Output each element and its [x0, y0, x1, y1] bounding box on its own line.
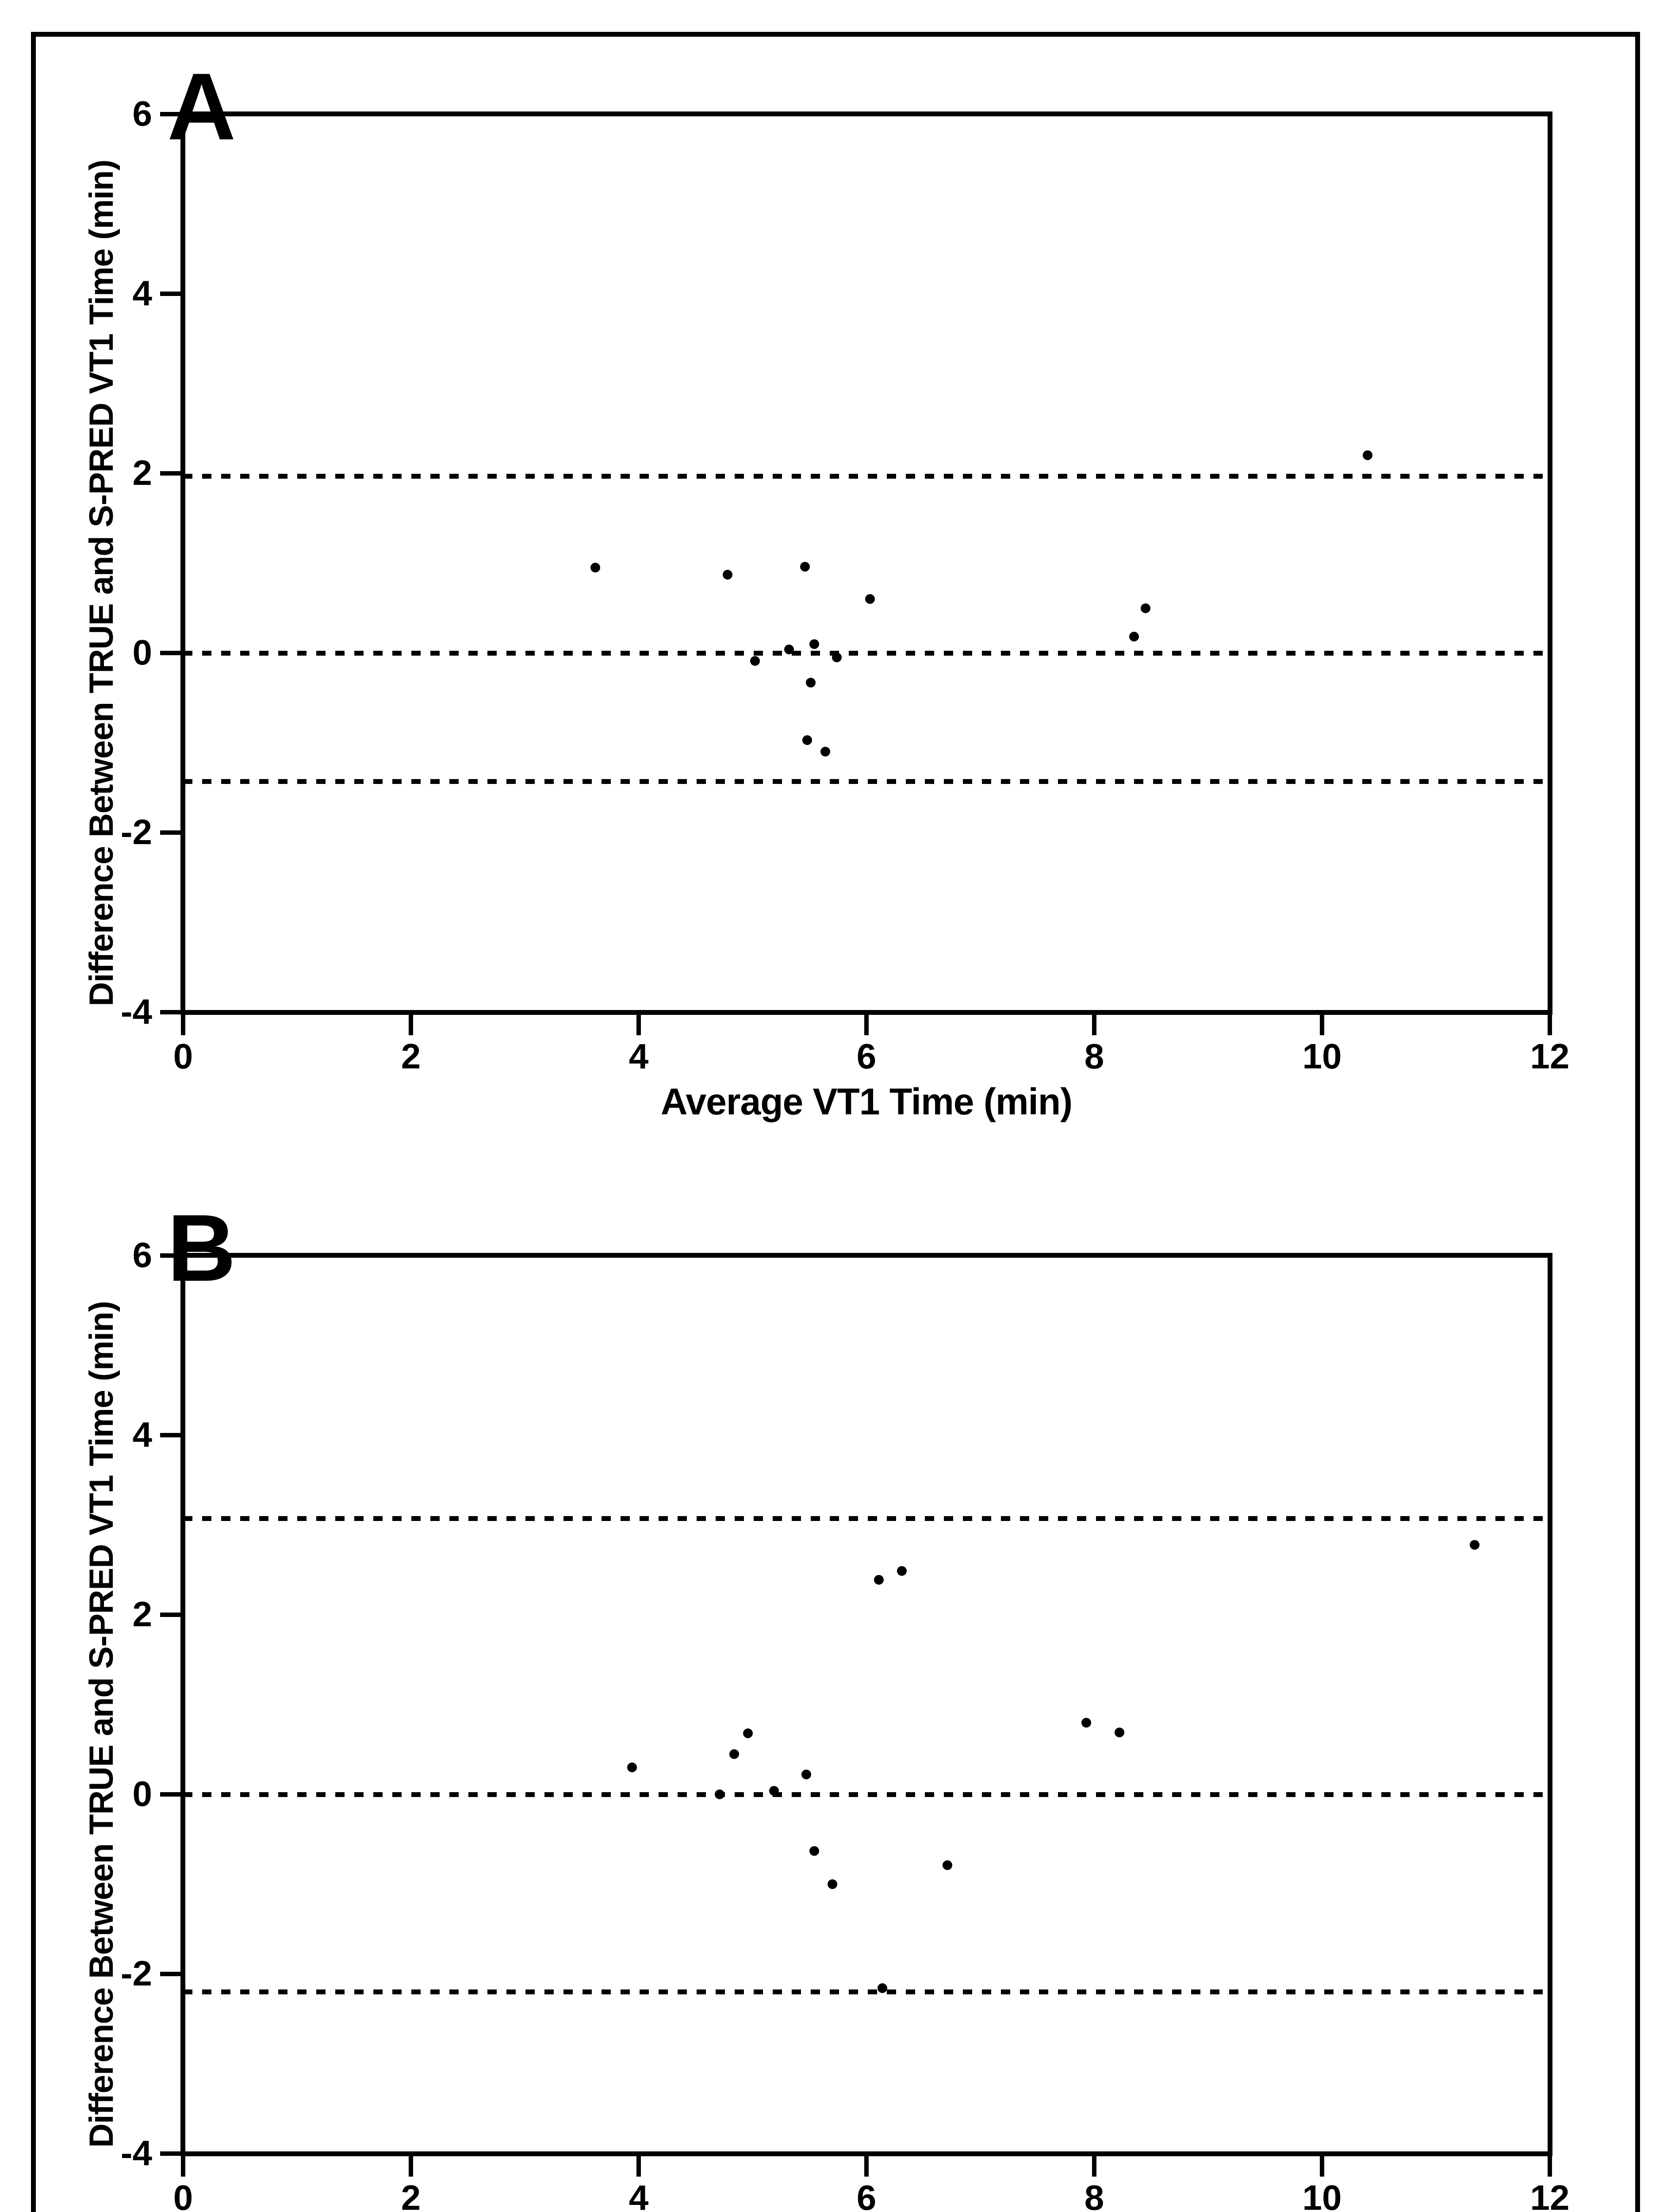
data-point: [820, 747, 831, 757]
y-axis-tick-label: -4: [120, 992, 152, 1031]
panel-b-y-axis-title: Difference Between TRUE and S-PRED VT1 T…: [83, 1301, 120, 2148]
mean-bias-line: [183, 650, 1550, 656]
y-axis-tick: [160, 1433, 180, 1437]
data-point: [897, 1566, 907, 1576]
x-axis-tick: [1092, 2156, 1096, 2177]
data-point: [714, 1790, 724, 1799]
data-point: [590, 563, 601, 573]
x-axis-tick: [636, 2156, 641, 2177]
data-point: [784, 644, 794, 654]
lower-loa-line: [183, 1989, 1550, 1995]
data-point: [942, 1860, 952, 1870]
panel-a-label: A: [167, 53, 236, 160]
x-axis-tick: [864, 1015, 869, 1035]
x-axis-tick-label: 4: [629, 2178, 649, 2212]
x-axis-tick: [1548, 1015, 1552, 1035]
figure-border: [31, 32, 1640, 2212]
upper-loa-line: [183, 473, 1550, 479]
x-axis-tick-label: 6: [856, 2178, 877, 2212]
x-axis-tick-label: 8: [1084, 1037, 1104, 1076]
panel-a-x-axis-title: Average VT1 Time (min): [660, 1081, 1073, 1122]
data-point: [1470, 1540, 1480, 1550]
x-axis-tick-label: 12: [1530, 1037, 1570, 1076]
x-axis-tick: [409, 2156, 413, 2177]
panel-b-plot-area: [180, 1253, 1552, 2156]
data-point: [1129, 632, 1139, 642]
x-axis-tick-label: 6: [856, 1037, 877, 1076]
data-point: [800, 562, 810, 572]
y-axis-tick-label: -2: [120, 1954, 152, 1993]
panel-a-y-axis-title: Difference Between TRUE and S-PRED VT1 T…: [83, 160, 120, 1006]
data-point: [1114, 1727, 1124, 1737]
data-point: [832, 653, 842, 663]
data-point: [1140, 603, 1150, 613]
x-axis-tick: [636, 1015, 641, 1035]
x-axis-tick: [864, 2156, 869, 2177]
data-point: [769, 1786, 779, 1796]
data-point: [722, 570, 732, 580]
x-axis-tick-label: 10: [1302, 2178, 1342, 2212]
y-axis-tick-label: -2: [120, 812, 152, 852]
data-point: [801, 1770, 811, 1780]
y-axis-tick-label: 2: [132, 453, 153, 492]
y-axis-tick-label: 0: [132, 1774, 153, 1813]
x-axis-tick: [181, 2156, 185, 2177]
data-point: [729, 1749, 740, 1759]
x-axis-tick-label: 8: [1084, 2178, 1104, 2212]
x-axis-tick-label: 10: [1302, 1037, 1342, 1076]
x-axis-tick: [409, 1015, 413, 1035]
y-axis-tick-label: 4: [132, 1415, 153, 1454]
data-point: [809, 639, 819, 649]
x-axis-tick: [1548, 2156, 1552, 2177]
y-axis-tick-label: 6: [132, 1235, 153, 1275]
lower-loa-line: [183, 779, 1550, 784]
y-axis-tick-label: 4: [132, 273, 153, 313]
x-axis-tick-label: 2: [401, 2178, 421, 2212]
y-axis-tick: [160, 471, 180, 476]
y-axis-tick: [160, 2151, 180, 2156]
data-point: [743, 1728, 753, 1738]
upper-loa-line: [183, 1516, 1550, 1521]
y-axis-tick: [160, 112, 180, 116]
y-axis-tick-label: 2: [132, 1594, 153, 1634]
data-point: [627, 1763, 637, 1773]
x-axis-tick: [1320, 2156, 1324, 2177]
y-axis-tick: [160, 1253, 180, 1258]
y-axis-tick: [160, 1972, 180, 1976]
y-axis-tick-label: -4: [120, 2133, 152, 2173]
x-axis-tick: [1320, 1015, 1324, 1035]
y-axis-tick: [160, 292, 180, 296]
x-axis-tick-label: 12: [1530, 2178, 1570, 2212]
x-axis-tick-label: 0: [173, 1037, 193, 1076]
x-axis-tick: [181, 1015, 185, 1035]
x-axis-tick-label: 0: [173, 2178, 193, 2212]
data-point: [805, 677, 816, 687]
data-point: [865, 594, 875, 604]
panel-a-plot-area: [180, 111, 1552, 1015]
panel-b-label: B: [167, 1194, 236, 1301]
data-point: [874, 1575, 884, 1585]
data-point: [827, 1879, 837, 1889]
y-axis-tick: [160, 830, 180, 835]
y-axis-tick-label: 0: [132, 633, 153, 672]
y-axis-tick: [160, 1792, 180, 1797]
x-axis-tick-label: 2: [401, 1037, 421, 1076]
y-axis-tick: [160, 651, 180, 655]
data-point: [809, 1846, 819, 1856]
data-point: [750, 656, 760, 666]
x-axis-tick-label: 4: [629, 1037, 649, 1076]
data-point: [802, 735, 813, 745]
mean-bias-line: [183, 1792, 1550, 1797]
x-axis-tick: [1092, 1015, 1096, 1035]
y-axis-tick: [160, 1613, 180, 1617]
data-point: [878, 1983, 888, 1993]
y-axis-tick-label: 6: [132, 94, 153, 133]
y-axis-tick: [160, 1010, 180, 1014]
data-point: [1081, 1717, 1091, 1728]
data-point: [1363, 450, 1372, 461]
